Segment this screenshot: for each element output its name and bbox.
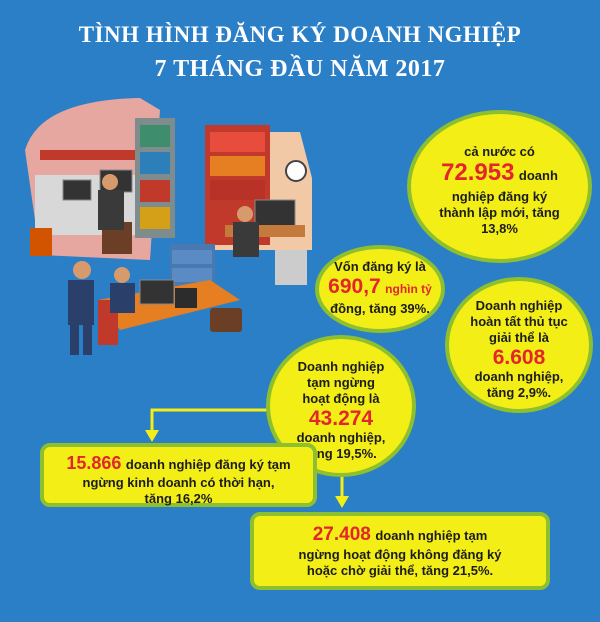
unregistered-pause-number: 27.408 xyxy=(312,524,371,545)
suspended-l5: doanh nghiệp, xyxy=(296,430,386,445)
new-after: doanh xyxy=(518,168,558,183)
registered-pause-l1: doanh nghiệp đăng ký tạm xyxy=(125,457,291,472)
title-line-2: 7 THÁNG ĐẦU NĂM 2017 xyxy=(154,56,446,82)
suspended-l1: Doanh nghiệp xyxy=(297,359,385,374)
registered-pause-l2: ngừng kinh doanh có thời hạn, xyxy=(82,475,275,490)
new-line5: 13,8% xyxy=(481,221,518,236)
registered-pause-l3: tăng 16,2% xyxy=(144,491,213,506)
suspended-l6: tăng 19,5%. xyxy=(305,446,377,461)
unregistered-pause-l3: hoặc chờ giải thể, tăng 21,5%. xyxy=(306,563,494,578)
capital-post: đồng, tăng 39%. xyxy=(330,301,430,316)
capital-pre: Vốn đăng ký là xyxy=(334,259,426,274)
suspended-l2: tạm ngừng xyxy=(307,375,375,390)
dissolved-l6: tăng 2,9%. xyxy=(486,385,552,400)
bubble-capital: Vốn đăng ký là 690,7 nghìn tỷ đồng, tăng… xyxy=(315,245,445,333)
dissolved-l1: Doanh nghiệp xyxy=(475,298,563,313)
dissolved-l2: hoàn tất thủ tục xyxy=(470,314,568,329)
capital-unit: nghìn tỷ xyxy=(385,282,432,296)
new-line3: nghiệp đăng ký xyxy=(451,189,548,204)
box-unregistered-pause: 27.408 doanh nghiệp tạm ngừng hoạt động … xyxy=(250,512,550,590)
title-line-1: TÌNH HÌNH ĐĂNG KÝ DOANH NGHIỆP xyxy=(78,22,522,47)
dissolved-l3: giải thể là xyxy=(489,330,549,345)
new-line4: thành lập mới, tăng xyxy=(439,205,560,220)
dissolved-number: 6.608 xyxy=(492,346,546,369)
capital-number: 690,7 xyxy=(328,275,381,298)
new-pre: cả nước có xyxy=(464,144,535,159)
unregistered-pause-l2: ngừng hoạt động không đăng ký xyxy=(298,547,502,562)
box-registered-pause: 15.866 doanh nghiệp đăng ký tạm ngừng ki… xyxy=(40,443,317,507)
new-number: 72.953 xyxy=(441,159,515,186)
registered-pause-number: 15.866 xyxy=(66,453,122,473)
suspended-number: 43.274 xyxy=(308,407,374,430)
bubble-new-enterprises: cả nước có 72.953 doanh nghiệp đăng ký t… xyxy=(407,110,592,263)
unregistered-pause-l1: doanh nghiệp tạm xyxy=(375,528,488,543)
bubble-suspended: Doanh nghiệp tạm ngừng hoạt động là 43.2… xyxy=(266,335,416,477)
suspended-l3: hoạt động là xyxy=(302,391,380,406)
bubble-dissolved: Doanh nghiệp hoàn tất thủ tục giải thể l… xyxy=(445,277,593,413)
dissolved-l5: doanh nghiệp, xyxy=(474,369,564,384)
